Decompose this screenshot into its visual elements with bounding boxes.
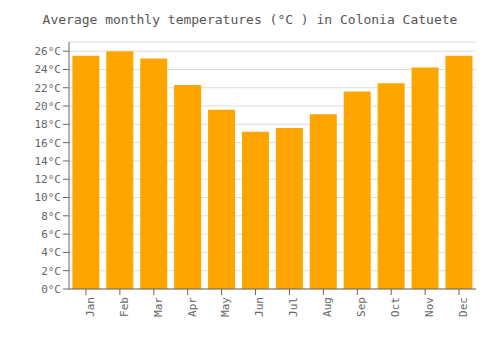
- svg-text:Oct: Oct: [389, 297, 402, 317]
- svg-text:10°C: 10°C: [35, 191, 62, 204]
- svg-text:Jun: Jun: [253, 297, 266, 317]
- svg-text:12°C: 12°C: [35, 173, 62, 186]
- svg-text:Mar: Mar: [152, 297, 165, 317]
- svg-text:20°C: 20°C: [35, 100, 62, 113]
- svg-text:14°C: 14°C: [35, 155, 62, 168]
- svg-text:Apr: Apr: [186, 297, 199, 317]
- svg-text:6°C: 6°C: [41, 228, 61, 241]
- svg-text:Nov: Nov: [423, 297, 436, 317]
- svg-text:22°C: 22°C: [35, 82, 62, 95]
- svg-text:4°C: 4°C: [41, 246, 61, 259]
- svg-text:Jan: Jan: [84, 297, 97, 317]
- svg-text:8°C: 8°C: [41, 210, 61, 223]
- html-text:Average monthly temperatures (: Average monthly temperatures (°C ) in Co…: [42, 12, 458, 27]
- svg-text:Aug: Aug: [321, 297, 334, 317]
- svg-text:Sep: Sep: [355, 297, 368, 317]
- svg-text:24°C: 24°C: [35, 63, 62, 76]
- svg-text:2°C: 2°C: [41, 265, 61, 278]
- svg-text:Jul: Jul: [287, 297, 300, 317]
- svg-text:16°C: 16°C: [35, 137, 62, 150]
- svg-text:May: May: [219, 297, 232, 317]
- svg-text:Feb: Feb: [118, 297, 131, 317]
- svg-text:18°C: 18°C: [35, 118, 62, 131]
- svg-text:Dec: Dec: [457, 297, 470, 317]
- svg-text:26°C: 26°C: [35, 45, 62, 58]
- svg-text:0°C: 0°C: [41, 283, 61, 296]
